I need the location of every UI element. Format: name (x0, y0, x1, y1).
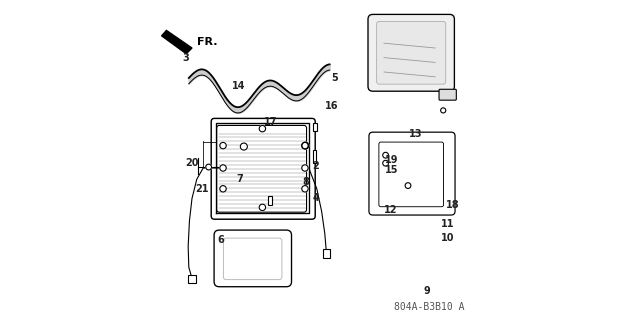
Circle shape (259, 125, 266, 132)
Circle shape (440, 108, 445, 113)
Bar (312, 150, 316, 163)
Bar (323, 249, 330, 258)
FancyBboxPatch shape (214, 230, 292, 287)
Text: 11: 11 (441, 219, 455, 229)
Circle shape (259, 204, 266, 211)
Polygon shape (161, 30, 192, 54)
Text: 16: 16 (324, 100, 338, 111)
Text: 5: 5 (331, 73, 338, 84)
Circle shape (220, 165, 227, 171)
Text: 14: 14 (232, 81, 245, 92)
Circle shape (302, 142, 308, 149)
FancyBboxPatch shape (439, 89, 456, 100)
Text: 10: 10 (441, 233, 455, 244)
Text: 8: 8 (302, 177, 309, 188)
Circle shape (241, 143, 248, 150)
Circle shape (302, 142, 308, 149)
Circle shape (220, 142, 227, 149)
Text: 804A-B3B10 A: 804A-B3B10 A (394, 302, 464, 312)
Text: 13: 13 (409, 129, 423, 140)
Text: 12: 12 (383, 204, 397, 215)
Text: FR.: FR. (197, 37, 218, 47)
FancyBboxPatch shape (379, 142, 444, 207)
Bar (268, 196, 272, 205)
Text: 15: 15 (385, 164, 399, 175)
Circle shape (383, 160, 388, 166)
Text: 19: 19 (385, 155, 399, 165)
Bar (314, 123, 317, 131)
Text: 7: 7 (237, 174, 243, 184)
Text: 17: 17 (264, 116, 277, 127)
Text: 4: 4 (312, 193, 319, 204)
Bar (188, 275, 196, 283)
Text: 18: 18 (446, 200, 460, 210)
Text: 9: 9 (424, 286, 431, 296)
Text: 20: 20 (185, 158, 199, 168)
Circle shape (220, 186, 227, 192)
FancyBboxPatch shape (369, 132, 455, 215)
Circle shape (383, 152, 388, 158)
Circle shape (405, 183, 411, 188)
Circle shape (302, 186, 308, 192)
FancyBboxPatch shape (211, 118, 315, 219)
Circle shape (206, 164, 211, 170)
Text: 21: 21 (195, 184, 209, 194)
Text: 3: 3 (182, 52, 189, 63)
Circle shape (302, 165, 308, 171)
FancyBboxPatch shape (223, 238, 282, 280)
Text: 2: 2 (312, 161, 319, 172)
Text: 6: 6 (218, 235, 224, 245)
FancyBboxPatch shape (368, 14, 454, 91)
FancyBboxPatch shape (376, 21, 445, 84)
